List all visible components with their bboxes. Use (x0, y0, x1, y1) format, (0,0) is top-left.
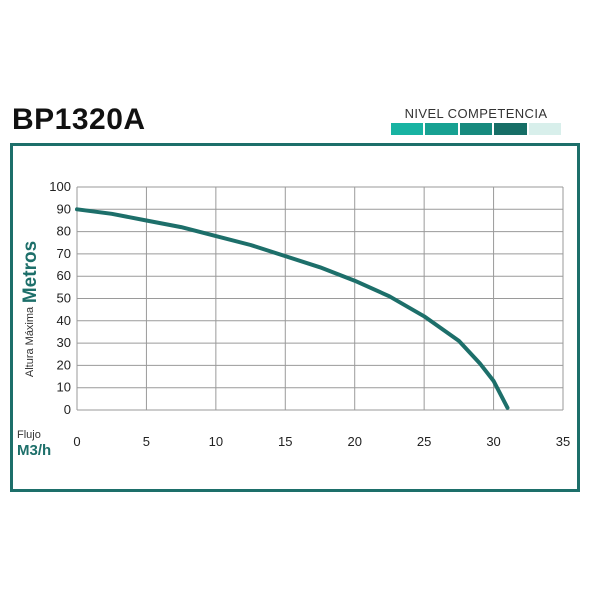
y-tick-label-0: 0 (64, 402, 71, 417)
y-tick-label-40: 40 (57, 313, 71, 328)
x-tick-label-5: 5 (143, 434, 150, 449)
x-tick-label-35: 35 (556, 434, 570, 449)
x-axis-label-small: Flujo (17, 429, 41, 441)
x-tick-label-30: 30 (486, 434, 500, 449)
y-tick-label-30: 30 (57, 335, 71, 350)
x-tick-label-25: 25 (417, 434, 431, 449)
y-tick-label-20: 20 (57, 357, 71, 372)
competition-level-label: NIVEL COMPETENCIA (404, 106, 548, 121)
x-axis-label-big: M3/h (17, 442, 51, 459)
competition-level-bar (391, 123, 562, 135)
level-segment-3 (459, 123, 495, 135)
y-tick-label-90: 90 (57, 201, 71, 216)
y-tick-labels: 0 10 20 30 40 50 60 70 80 90 100 (49, 179, 71, 417)
series-line (75, 207, 510, 410)
y-tick-label-50: 50 (57, 291, 71, 306)
level-segment-4 (494, 123, 529, 135)
x-tick-labels: 0 5 10 15 20 25 30 35 (73, 434, 570, 449)
level-segment-5 (528, 123, 562, 135)
x-tick-label-20: 20 (347, 434, 361, 449)
level-segment-2 (425, 123, 460, 135)
x-tick-label-10: 10 (209, 434, 223, 449)
y-tick-label-60: 60 (57, 268, 71, 283)
y-tick-label-80: 80 (57, 224, 71, 239)
chart-frame (10, 143, 580, 492)
chart-grid (76, 186, 564, 411)
y-axis-label-big: Metros (20, 241, 41, 303)
y-tick-label-70: 70 (57, 246, 71, 261)
y-tick-label-10: 10 (57, 380, 71, 395)
y-axis-label-small: Altura Máxima (24, 306, 36, 377)
competition-level: NIVEL COMPETENCIA (391, 106, 562, 135)
x-tick-label-15: 15 (278, 434, 292, 449)
model-title: BP1320A (12, 103, 146, 136)
level-segment-1 (391, 123, 426, 135)
y-tick-label-100: 100 (49, 179, 71, 194)
x-tick-label-0: 0 (73, 434, 80, 449)
